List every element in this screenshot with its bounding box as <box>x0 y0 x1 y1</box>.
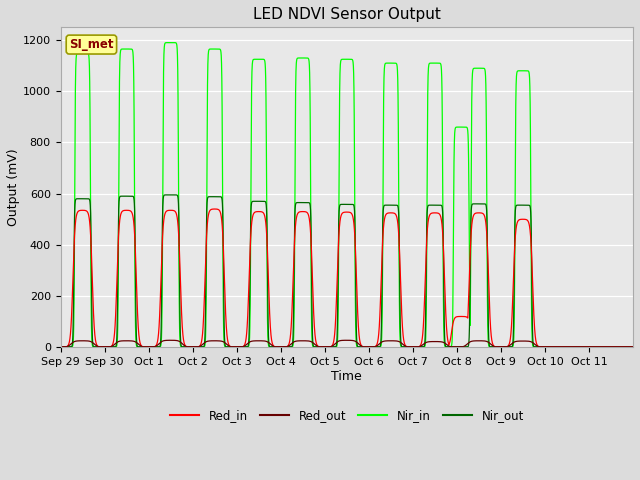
Red_in <box>396 245 403 251</box>
Nir_out <box>86 196 93 202</box>
Red_in <box>420 301 428 307</box>
Line: Nir_in: Nir_in <box>61 43 633 347</box>
Nir_in <box>629 344 637 349</box>
Nir_out <box>264 305 272 311</box>
Nir_out <box>396 248 403 253</box>
Nir_in <box>396 299 403 304</box>
Line: Red_out: Red_out <box>61 340 633 347</box>
Nir_out <box>512 205 520 211</box>
Red_out <box>86 338 93 344</box>
Red_out <box>512 339 520 345</box>
Red_out <box>396 339 403 345</box>
Title: LED NDVI Sensor Output: LED NDVI Sensor Output <box>253 7 441 22</box>
Red_in <box>512 230 520 236</box>
Legend: Red_in, Red_out, Nir_in, Nir_out: Red_in, Red_out, Nir_in, Nir_out <box>165 404 529 427</box>
Red_out <box>264 339 272 345</box>
Red_in <box>211 206 219 212</box>
Text: SI_met: SI_met <box>69 38 114 51</box>
Nir_in <box>86 61 93 67</box>
Red_out <box>481 338 489 344</box>
Nir_out <box>629 344 637 349</box>
Line: Red_in: Red_in <box>61 209 633 347</box>
Y-axis label: Output (mV): Output (mV) <box>7 148 20 226</box>
Red_out <box>629 344 637 349</box>
Nir_out <box>420 343 428 349</box>
Nir_in <box>481 67 489 73</box>
Red_in <box>264 261 272 266</box>
X-axis label: Time: Time <box>332 370 362 383</box>
Red_out <box>167 337 175 343</box>
Red_in <box>629 344 637 349</box>
Nir_in <box>57 344 65 349</box>
Nir_in <box>420 344 428 349</box>
Red_out <box>420 341 428 347</box>
Nir_out <box>481 201 489 207</box>
Red_in <box>86 216 93 222</box>
Red_out <box>57 344 65 349</box>
Nir_in <box>264 335 272 341</box>
Line: Nir_out: Nir_out <box>61 195 633 347</box>
Nir_out <box>167 192 175 198</box>
Red_in <box>481 215 489 221</box>
Red_in <box>57 344 65 349</box>
Nir_in <box>167 40 175 46</box>
Nir_out <box>57 344 65 349</box>
Nir_in <box>512 116 520 121</box>
